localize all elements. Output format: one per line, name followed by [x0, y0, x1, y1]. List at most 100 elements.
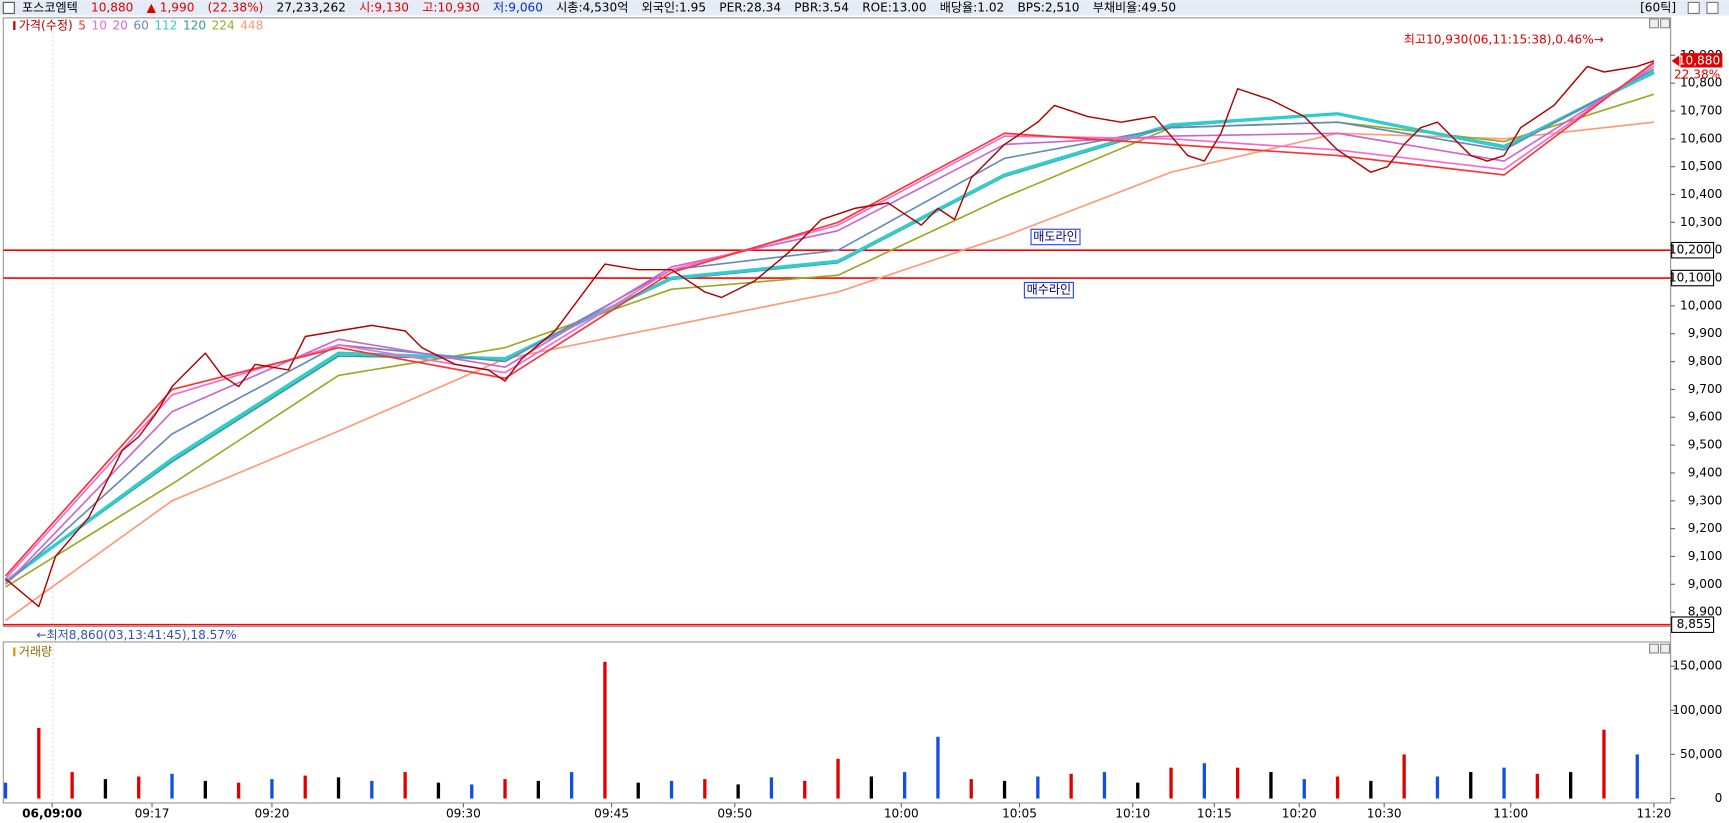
volume-bar — [1502, 767, 1506, 799]
legend-entry: 5 — [78, 19, 86, 33]
volume-bar — [1369, 780, 1373, 799]
x-tick-label: 10:15 — [1197, 806, 1232, 820]
x-tick-label: 10:05 — [1002, 806, 1037, 820]
y-tick-label: 150,000 — [1672, 659, 1722, 673]
header-item: 외국인:1.95 — [642, 0, 706, 14]
volume-bar — [1269, 772, 1273, 799]
volume-bar — [603, 661, 607, 799]
header-item: 시총:4,530억 — [556, 0, 628, 14]
x-tick-label: 10:10 — [1115, 806, 1150, 820]
panel-button[interactable] — [1660, 18, 1671, 29]
volume-bar — [436, 782, 441, 799]
header-item: 27,233,262 — [277, 0, 346, 14]
y-tick-label: 9,900 — [1688, 326, 1723, 340]
last-change: 22.38% — [1674, 68, 1720, 82]
header-item: BPS:2,510 — [1017, 0, 1079, 14]
legend-icon — [13, 21, 16, 30]
ma-line — [5, 93, 1655, 588]
volume-bar — [1335, 776, 1340, 799]
volume-bar — [1069, 773, 1073, 799]
last-box — [1680, 53, 1723, 68]
volume-bar — [1469, 772, 1473, 799]
header-item: PBR:3.54 — [794, 0, 849, 14]
volume-bar — [1569, 772, 1573, 799]
volume-bar — [536, 780, 540, 799]
last-marker — [1671, 55, 1680, 67]
volume-bar — [736, 784, 740, 799]
panel-button[interactable] — [1660, 643, 1671, 654]
x-tick-label: 09:50 — [717, 806, 752, 820]
period[interactable]: [60틱] — [1640, 0, 1676, 14]
y-tick-label: 100,000 — [1672, 703, 1722, 717]
legend-entry: 224 — [212, 19, 235, 33]
y-tick-label: 9,200 — [1688, 521, 1723, 535]
x-tick-label: 11:20 — [1636, 806, 1671, 820]
y-tick-label: 8,900 — [1688, 605, 1723, 619]
header-item: 배당율:1.02 — [940, 0, 1004, 14]
header-item: 저:9,060 — [493, 0, 543, 14]
level-name-box — [1023, 281, 1074, 299]
legend-icon — [13, 647, 16, 657]
y-tick-label: 9,000 — [1688, 577, 1723, 591]
x-tick-label: 09:30 — [446, 806, 481, 820]
header-item: 시:9,130 — [359, 0, 409, 14]
panel-button[interactable] — [1649, 643, 1659, 654]
x-tick-label: 09:45 — [594, 806, 629, 820]
panel-button[interactable] — [1649, 18, 1659, 29]
legend-entry: 448 — [240, 19, 263, 33]
volume-bar — [902, 772, 907, 799]
volume-bar — [1036, 776, 1040, 799]
volume-bar — [336, 777, 341, 799]
price-line — [5, 60, 1655, 608]
y-tick-label: 10,600 — [1680, 131, 1722, 145]
y-tick-label: 10,700 — [1680, 103, 1722, 117]
x-tick-label: 09:17 — [135, 806, 170, 820]
volume-bar — [1202, 763, 1206, 799]
y-tick-label: 0 — [1715, 791, 1723, 805]
x-tick-label: 10:20 — [1282, 806, 1317, 820]
x-tick-label: 09:20 — [254, 806, 289, 820]
last-label: 10,880 — [1678, 53, 1720, 67]
volume-bar — [1435, 776, 1440, 799]
volume-bar — [37, 727, 41, 799]
volume-bar — [669, 780, 674, 799]
ma-line — [4, 70, 1655, 583]
volume-bar — [836, 758, 840, 799]
legend-entry: 20 — [112, 19, 127, 33]
close-button[interactable] — [1706, 1, 1719, 14]
volume-bar — [170, 773, 174, 799]
volume-bar — [703, 779, 707, 799]
minimize-button[interactable] — [1687, 1, 1700, 14]
level-label: 10,200 — [1669, 243, 1711, 257]
header-item: 고:10,930 — [422, 0, 480, 14]
checkbox[interactable] — [2, 1, 15, 14]
ma-line — [4, 68, 1655, 585]
high-annotation: 최고10,930(06,11:15:38),0.46%→ — [1404, 32, 1604, 46]
volume-bar — [103, 779, 108, 799]
volume-bar — [470, 784, 474, 799]
header-item: PER:28.34 — [719, 0, 781, 14]
volume-bar — [303, 775, 307, 799]
y-tick-label: 50,000 — [1680, 747, 1722, 761]
level-box — [1671, 616, 1715, 633]
y-tick-label: 9,800 — [1688, 354, 1723, 368]
ma-line — [5, 121, 1654, 622]
volume-bar — [1635, 754, 1639, 799]
ma-line — [4, 61, 1655, 577]
level-label: 10,100 — [1669, 271, 1711, 285]
volume-bar — [1102, 772, 1107, 799]
header-item: ▲ 1,990 — [147, 0, 195, 14]
price-panel — [2, 17, 1672, 628]
header-item: 부채비율:49.50 — [1093, 0, 1176, 14]
volume-bar — [403, 772, 407, 799]
y-tick-label: 9,300 — [1688, 493, 1723, 507]
volume-bar — [1002, 780, 1007, 799]
panel-title: 거래량 — [19, 644, 52, 658]
header-item: ROE:13.00 — [862, 0, 926, 14]
volume-bar — [203, 780, 207, 799]
volume-bar — [270, 779, 274, 799]
volume-bar — [1535, 773, 1540, 799]
y-tick-label: 9,600 — [1688, 410, 1723, 424]
